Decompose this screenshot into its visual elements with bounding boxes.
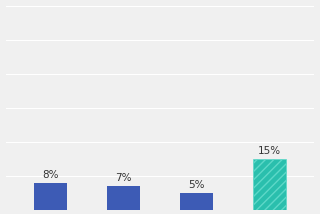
- Text: 7%: 7%: [115, 173, 132, 183]
- Bar: [253, 159, 286, 210]
- Bar: [107, 186, 140, 210]
- Bar: [34, 183, 67, 210]
- Text: 5%: 5%: [188, 180, 205, 190]
- Text: 8%: 8%: [42, 170, 59, 180]
- Bar: [180, 193, 213, 210]
- Text: 15%: 15%: [258, 146, 281, 156]
